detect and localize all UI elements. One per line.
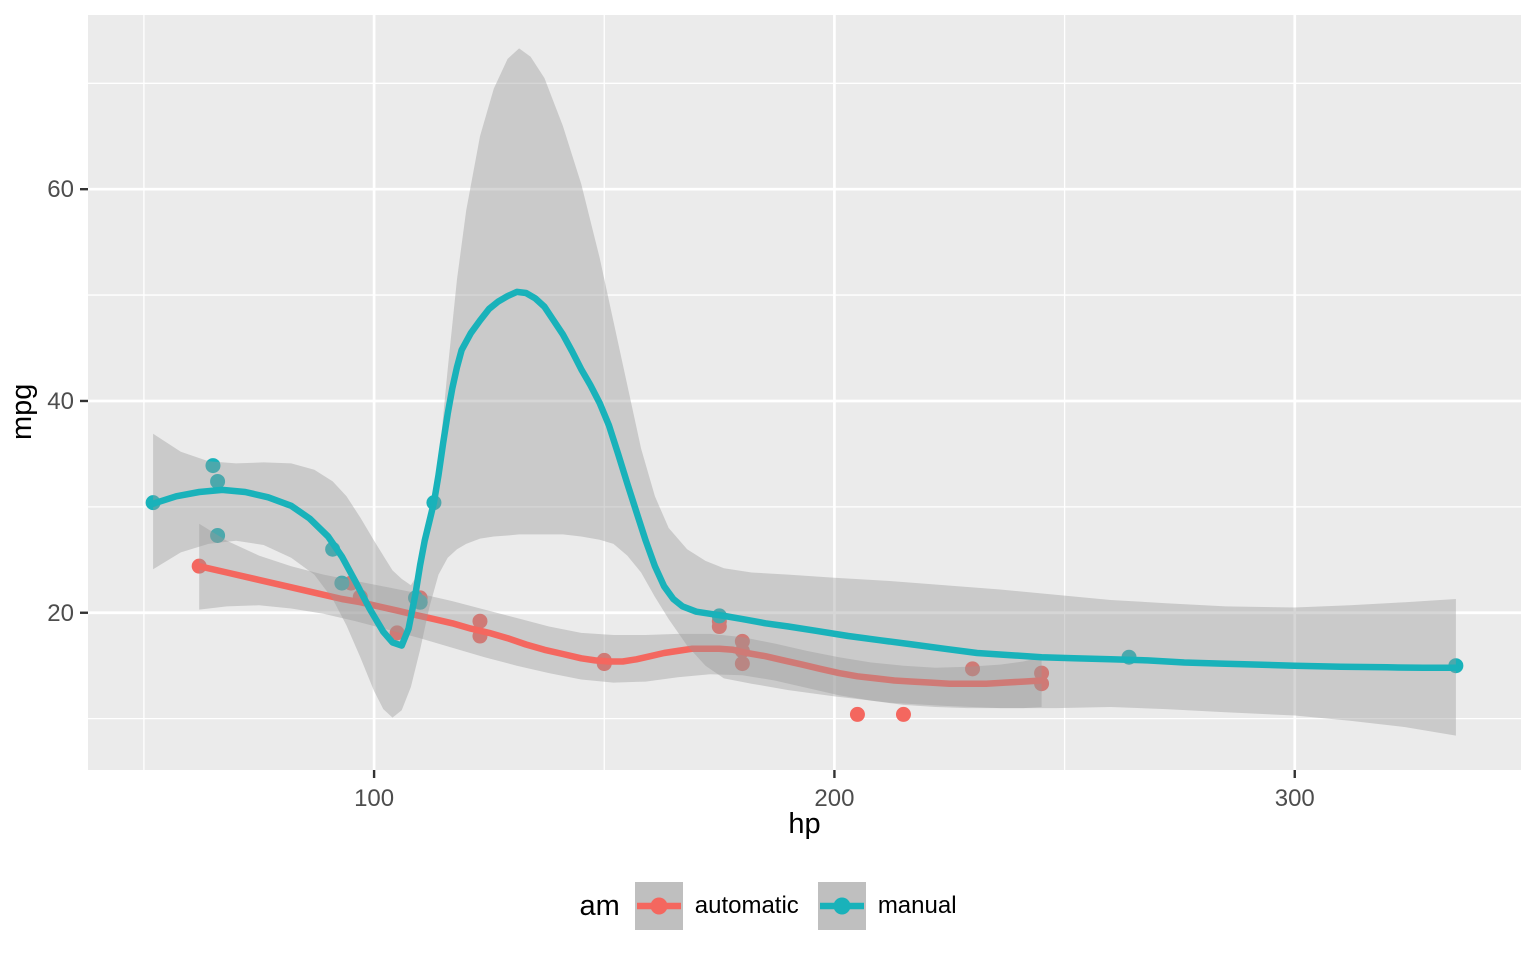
legend-title: am xyxy=(579,889,620,922)
legend-item-automatic: automatic xyxy=(634,882,799,930)
x-tick-label: 300 xyxy=(1275,785,1315,812)
legend-item-manual: manual xyxy=(817,882,957,930)
legend-label-manual: manual xyxy=(877,892,957,919)
data-point-manual xyxy=(210,473,226,489)
data-point-manual xyxy=(334,575,350,591)
smooth-line-manual xyxy=(149,288,1460,672)
x-axis-title: hp xyxy=(788,808,821,840)
legend-key-point xyxy=(833,897,851,915)
data-point-automatic xyxy=(895,706,911,722)
data-point-automatic xyxy=(389,625,405,641)
data-point-manual xyxy=(205,458,221,474)
legend-key-automatic xyxy=(634,882,683,930)
legend-key-point xyxy=(650,897,668,915)
y-tick-label: 60 xyxy=(47,176,74,203)
y-tick-label: 40 xyxy=(47,388,74,415)
data-point-manual xyxy=(210,527,226,543)
x-tick-label: 100 xyxy=(354,785,394,812)
data-point-automatic xyxy=(965,661,981,677)
data-point-automatic xyxy=(734,633,750,649)
data-point-automatic xyxy=(472,613,488,629)
legend: am automatic manual xyxy=(0,882,1536,930)
y-tick-label: 20 xyxy=(47,600,74,627)
data-point-automatic xyxy=(1034,665,1050,681)
legend-label-automatic: automatic xyxy=(694,892,799,919)
legend-key-manual xyxy=(817,882,866,930)
smooth-line-automatic xyxy=(195,562,1045,687)
confidence-ribbon-automatic xyxy=(199,523,1042,709)
y-axis-title: mpg xyxy=(6,383,38,440)
x-tick-label: 200 xyxy=(814,785,854,812)
confidence-ribbon-manual xyxy=(153,48,1456,736)
panel-background xyxy=(88,15,1521,770)
data-point-automatic xyxy=(734,656,750,672)
data-point-automatic xyxy=(849,706,865,722)
